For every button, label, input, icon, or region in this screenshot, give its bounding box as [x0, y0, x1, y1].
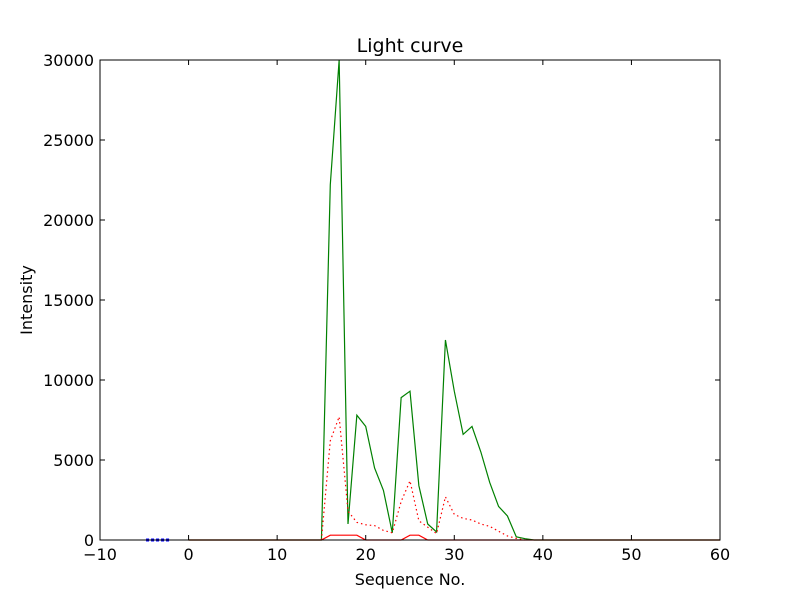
x-tick-label: 60 — [710, 545, 730, 564]
y-tick-label: 20000 — [43, 211, 94, 230]
x-tick-label: 50 — [621, 545, 641, 564]
y-tick-label: 5000 — [53, 451, 94, 470]
y-tick-label: 0 — [84, 531, 94, 550]
plot-area — [100, 60, 720, 540]
x-tick-label: 20 — [356, 545, 376, 564]
y-tick-label: 10000 — [43, 371, 94, 390]
y-tick-label: 25000 — [43, 131, 94, 150]
x-tick-label: 30 — [444, 545, 464, 564]
series-line-1 — [320, 416, 526, 541]
x-tick-label: −10 — [83, 545, 117, 564]
plot-background — [100, 60, 720, 540]
y-tick-label: 15000 — [43, 291, 94, 310]
x-tick-label: 40 — [533, 545, 553, 564]
y-tick-label: 30000 — [43, 51, 94, 70]
y-axis-ticks: 0 5000 10000 15000 20000 25000 30000 — [43, 51, 720, 550]
y-axis-label: Intensity — [17, 265, 36, 335]
chart-title: Light curve — [357, 35, 464, 57]
x-axis-label: Sequence No. — [355, 570, 466, 589]
x-tick-label: 10 — [267, 545, 287, 564]
x-axis-ticks: −10 0 10 20 30 40 50 60 — [83, 60, 730, 564]
x-tick-label: 0 — [183, 545, 193, 564]
